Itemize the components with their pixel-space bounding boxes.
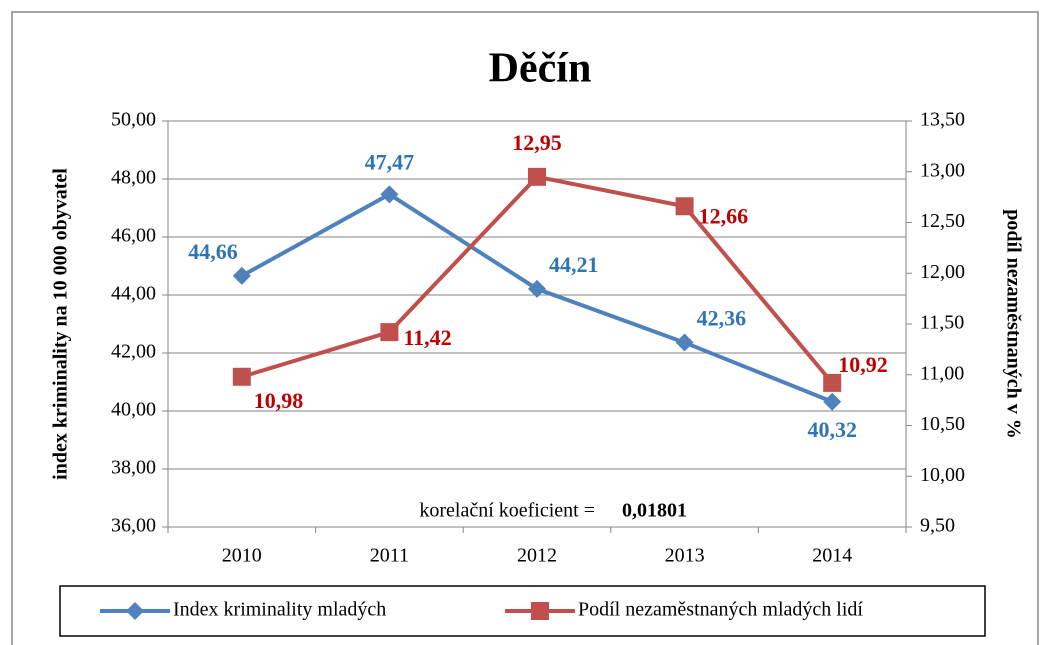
value-label: 12,66: [699, 203, 749, 228]
y2-tick-label: 9,50: [920, 515, 955, 537]
legend-label: Index kriminality mladých: [173, 599, 386, 621]
value-label: 10,98: [254, 388, 303, 413]
y-axis-title: index kriminality na 10 000 obyvatel: [50, 168, 72, 480]
y2-tick-label: 10,00: [920, 464, 965, 486]
value-label: 11,42: [403, 325, 451, 350]
marker: [823, 373, 842, 392]
y-tick-label: 36,00: [111, 515, 156, 537]
y-tick-label: 38,00: [111, 457, 156, 479]
value-label: 42,36: [697, 306, 747, 331]
marker: [823, 392, 842, 411]
marker: [380, 185, 399, 204]
marker: [675, 333, 694, 352]
value-label: 44,21: [549, 252, 599, 277]
marker: [232, 367, 251, 386]
x-tick-label: 2010: [222, 545, 262, 567]
y-tick-label: 40,00: [111, 399, 156, 421]
marker: [232, 266, 251, 285]
y2-tick-label: 11,00: [920, 362, 964, 384]
value-label: 47,47: [365, 149, 415, 174]
y-tick-label: 48,00: [111, 167, 156, 189]
x-tick-label: 2014: [812, 545, 852, 567]
value-label: 12,95: [512, 130, 562, 155]
marker: [380, 323, 399, 342]
annotation: korelační koeficient =: [419, 500, 595, 522]
chart-frame: [11, 11, 1039, 645]
annotation-value: 0,01801: [622, 500, 687, 522]
value-label: 40,32: [807, 417, 857, 442]
y-tick-label: 50,00: [111, 109, 156, 131]
x-tick-label: 2011: [370, 545, 409, 567]
y-tick-label: 42,00: [111, 341, 156, 363]
x-tick-label: 2013: [665, 545, 705, 567]
y2-tick-label: 11,50: [920, 312, 964, 334]
legend-box: [59, 585, 986, 637]
marker: [528, 167, 546, 186]
y2-tick-label: 10,50: [920, 413, 965, 435]
legend-marker: [126, 602, 144, 620]
value-label: 44,66: [188, 239, 238, 264]
y-tick-label: 46,00: [111, 225, 156, 247]
y2-tick-label: 12,00: [920, 261, 965, 283]
x-tick-label: 2012: [517, 545, 557, 567]
legend-label: Podíl nezaměstnaných mladých lidí: [578, 599, 863, 621]
y2-tick-label: 12,50: [920, 210, 965, 232]
y-tick-label: 44,00: [111, 283, 156, 305]
y2-axis-title: podíl nezaměstnaných v %: [1002, 209, 1024, 438]
chart-title: Děčín: [489, 46, 592, 92]
value-label: 10,92: [838, 352, 888, 377]
y2-tick-label: 13,00: [920, 159, 965, 181]
marker: [675, 197, 694, 216]
marker: [528, 279, 546, 298]
legend-marker: [531, 602, 549, 620]
y2-tick-label: 13,50: [920, 109, 965, 131]
